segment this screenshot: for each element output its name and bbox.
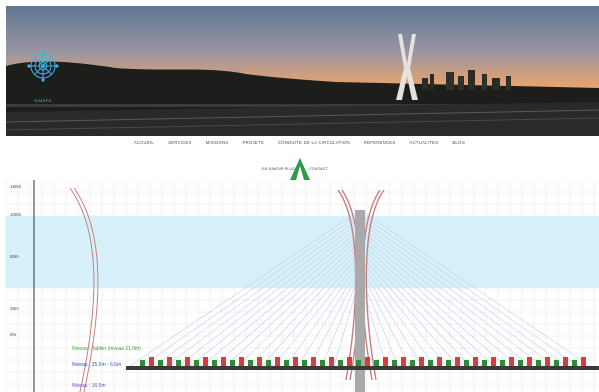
- deck-object: [275, 357, 280, 366]
- deck-object: [491, 357, 496, 366]
- nav-item-blog[interactable]: BLOG: [452, 140, 466, 145]
- deck-object: [509, 357, 514, 366]
- deck-object: [545, 357, 550, 366]
- deck-object: [149, 357, 154, 366]
- skyline-photo: [6, 6, 599, 136]
- deck-object: [410, 360, 415, 366]
- subnav-link-left[interactable]: EN SAVOIR PLUS: [262, 166, 296, 171]
- deck-object: [212, 360, 217, 366]
- deck-object: [203, 357, 208, 366]
- nav-item-references[interactable]: REFERENCES: [363, 140, 396, 145]
- deck-object: [482, 360, 487, 366]
- deck-object: [554, 360, 559, 366]
- nav-item-actualites[interactable]: ACTUALITES: [409, 140, 439, 145]
- deck-object: [464, 360, 469, 366]
- deck-object: [527, 357, 532, 366]
- simspa-logo: [27, 50, 59, 82]
- deck-object: [311, 357, 316, 366]
- deck-object: [221, 357, 226, 366]
- deck-object: [455, 357, 460, 366]
- scale-label-3: 25m: [10, 306, 19, 311]
- deck-object: [347, 357, 352, 366]
- deck-object: [392, 360, 397, 366]
- nav-item-services[interactable]: SERVICES: [168, 140, 192, 145]
- deck-object: [374, 360, 379, 366]
- deck-object: [563, 357, 568, 366]
- deck-object: [383, 357, 388, 366]
- scale-label-4: 0m: [10, 332, 17, 337]
- deck-object: [257, 357, 262, 366]
- floor-label-1: Niveau : 25.5m - 6.5m: [72, 362, 121, 368]
- deck-object: [266, 360, 271, 366]
- deck-object: [284, 360, 289, 366]
- nav-item-accueil[interactable]: ACCUEIL: [133, 140, 155, 145]
- deck-object: [446, 360, 451, 366]
- deck-object: [419, 357, 424, 366]
- nav-item-conduite[interactable]: CONDUITE DE LA CIRCULATION: [277, 140, 350, 145]
- deck-object: [581, 357, 586, 366]
- deck-object: [320, 360, 325, 366]
- deck-object: [518, 360, 523, 366]
- deck-object: [230, 360, 235, 366]
- deck-object: [536, 360, 541, 366]
- pylon-icon: [290, 158, 310, 180]
- bridge-elevation: 150m 100m 50m 25m 0m Niveau : Tablier (nivea…: [5, 180, 599, 392]
- deck-object: [302, 360, 307, 366]
- deck-object: [338, 360, 343, 366]
- deck-object: [158, 360, 163, 366]
- scale-label-1: 100m: [10, 212, 22, 217]
- bridge-diagram: 150m 100m 50m 25m 0m Niveau : Tablier (nivea…: [0, 180, 599, 392]
- deck-object: [176, 360, 181, 366]
- floor-label-2: Niveau : 16.5m: [72, 383, 106, 389]
- deck-object: [293, 357, 298, 366]
- scale-label-2: 50m: [10, 254, 19, 259]
- deck-object: [329, 357, 334, 366]
- deck-object: [473, 357, 478, 366]
- deck-object: [248, 360, 253, 366]
- sub-navigation: EN SAVOIR PLUS CONTACT: [0, 158, 599, 182]
- deck-object: [428, 360, 433, 366]
- nav-item-missions[interactable]: MISSIONS: [205, 140, 229, 145]
- deck-object: [365, 357, 370, 366]
- deck-object: [140, 360, 145, 366]
- deck-object: [356, 360, 361, 366]
- deck-object: [194, 360, 199, 366]
- nav-item-projets[interactable]: PROJETS: [242, 140, 264, 145]
- deck-object: [167, 357, 172, 366]
- scale-label-0: 150m: [10, 184, 22, 189]
- deck-object: [401, 357, 406, 366]
- deck-object: [437, 357, 442, 366]
- deck-object: [500, 360, 505, 366]
- main-navigation: ACCUEIL SERVICES MISSIONS PROJETS CONDUI…: [0, 140, 599, 145]
- floor-label-0: Niveau : Tablier (niveau 11.0m): [72, 346, 141, 352]
- subnav-link-right[interactable]: CONTACT: [309, 166, 329, 171]
- deck-object: [572, 360, 577, 366]
- deck-object: [185, 357, 190, 366]
- logo-text: SIMSPA: [34, 98, 52, 103]
- deck-object: [239, 357, 244, 366]
- hero-banner: SIMSPA: [6, 6, 599, 136]
